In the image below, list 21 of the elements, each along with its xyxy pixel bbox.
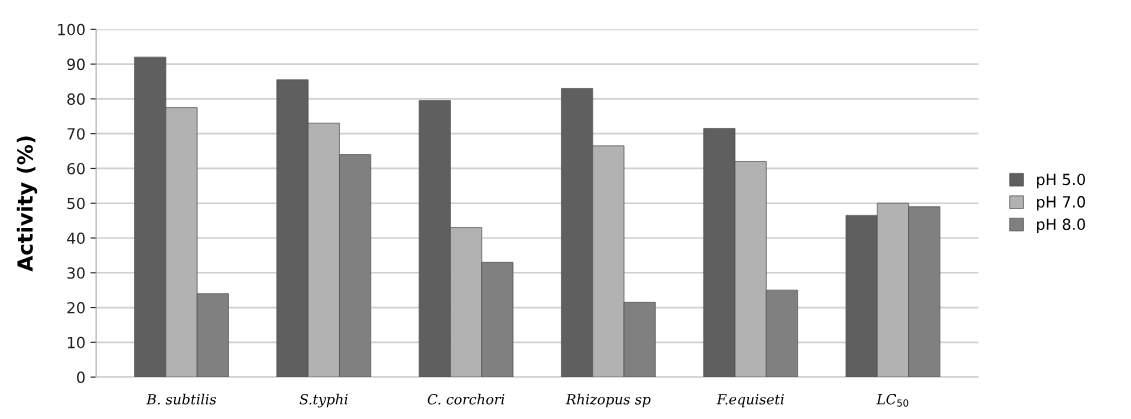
y-tick-label: 90 (67, 58, 85, 71)
y-tick-label: 0 (77, 371, 85, 384)
x-tick-label: S.typhi (299, 393, 348, 408)
x-tick-label: C. corchori (427, 393, 505, 405)
y-tick-label: 30 (67, 267, 85, 279)
legend-label: pH 8.0 (1037, 218, 1086, 234)
x-tick-label: B. subtilis (146, 393, 217, 405)
legend-label: pH 5.0 (1037, 173, 1086, 189)
y-tick-label: 40 (67, 232, 85, 245)
y-tick-label: 80 (67, 93, 85, 105)
x-tick-label: LC$_{50}$ (876, 393, 909, 407)
x-tick-label: Rhizopus sp (565, 393, 651, 408)
x-tick-label: F.equiseti (716, 394, 784, 408)
y-tick-label: 20 (67, 302, 85, 314)
y-tick-label: 100 (58, 23, 85, 36)
y-axis-title: Activity (%) (16, 136, 38, 272)
legend-label: pH 7.0 (1037, 196, 1086, 211)
y-tick-label: 50 (67, 197, 85, 210)
y-tick-label: 10 (67, 336, 85, 349)
y-tick-label: 60 (67, 162, 85, 175)
y-tick-label: 70 (67, 128, 85, 140)
